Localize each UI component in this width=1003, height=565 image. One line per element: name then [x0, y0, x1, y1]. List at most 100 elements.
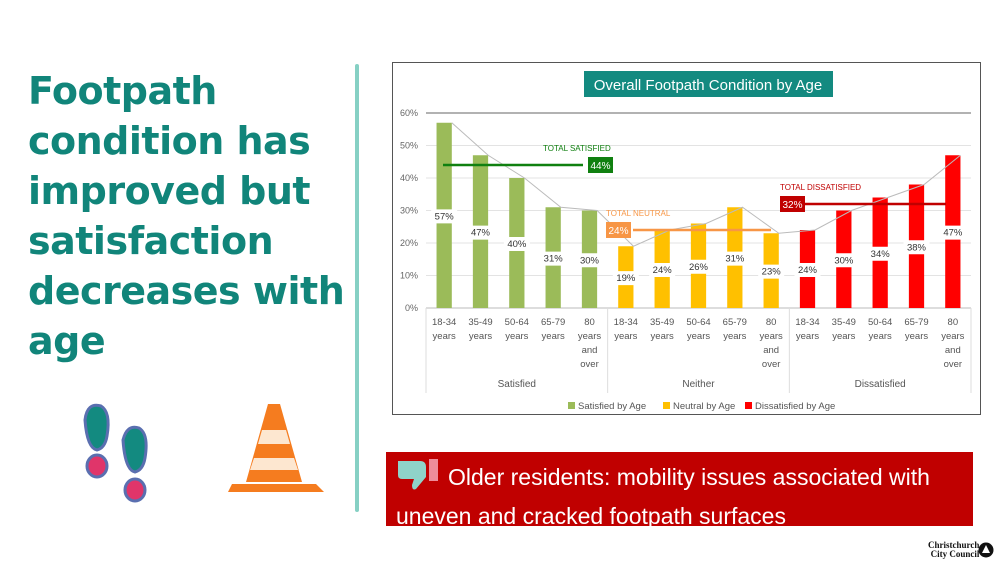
chart-title-bg [584, 71, 833, 97]
x-tick-label: 35-49 [832, 317, 856, 328]
x-tick-label: years [469, 331, 492, 342]
chart-title: Overall Footpath Condition by Age [594, 77, 822, 94]
total-value-bg [780, 196, 805, 212]
data-label-bg [540, 251, 567, 266]
data-label: 34% [871, 249, 891, 260]
group-label: Dissatisfied [855, 379, 906, 390]
group-label: Neither [682, 379, 715, 390]
x-tick-label: years [651, 331, 674, 342]
x-tick-label: 50-64 [505, 317, 529, 328]
data-label-bg [576, 253, 603, 268]
footprints-icon [83, 403, 148, 503]
total-value: 44% [590, 161, 610, 172]
total-value: 32% [782, 200, 802, 211]
data-label-bg [830, 253, 857, 268]
data-label-bg [939, 225, 966, 240]
thumbs-down-icon [396, 457, 440, 500]
legend-swatch [745, 402, 752, 409]
logo-line1: Christchurch [928, 540, 980, 550]
total-label: TOTAL DISSATISFIED [780, 183, 861, 192]
y-tick-label: 50% [400, 141, 418, 151]
y-tick-label: 60% [400, 108, 418, 118]
x-tick-label: years [578, 331, 601, 342]
data-label-bg [721, 251, 748, 266]
total-value: 24% [608, 226, 628, 237]
data-label-bg [467, 225, 494, 240]
x-tick-label: 35-49 [650, 317, 674, 328]
legend-entry: Neutral by Age [673, 401, 735, 412]
headline: Footpath condition has improved but sati… [28, 69, 345, 363]
y-tick-label: 20% [400, 238, 418, 248]
x-tick-label: over [580, 359, 598, 370]
data-label: 24% [798, 265, 818, 276]
x-tick-label: over [944, 359, 962, 370]
data-label-bg [612, 271, 639, 286]
x-tick-label: 65-79 [723, 317, 747, 328]
x-tick-label: over [762, 359, 780, 370]
x-tick-label: 18-34 [795, 317, 819, 328]
total-value-bg [606, 222, 631, 238]
x-tick-label: years [832, 331, 855, 342]
data-label-bg [758, 264, 785, 279]
data-label-bg [431, 209, 458, 224]
total-value-bg [588, 157, 613, 173]
x-tick-label: years [869, 331, 892, 342]
data-label: 40% [507, 239, 527, 250]
divider [355, 64, 359, 512]
x-tick-label: years [905, 331, 928, 342]
banner-text: Older residents: mobility issues associa… [396, 464, 930, 529]
x-tick-label: 80 [948, 317, 959, 328]
legend-swatch [663, 402, 670, 409]
data-label-bg [503, 237, 530, 251]
x-tick-label: years [687, 331, 710, 342]
x-tick-label: and [763, 345, 779, 356]
data-label: 26% [689, 262, 709, 273]
y-tick-label: 10% [400, 271, 418, 281]
data-label: 57% [435, 211, 455, 222]
x-tick-label: 18-34 [614, 317, 638, 328]
y-tick-label: 0% [405, 303, 418, 313]
x-tick-label: years [723, 331, 746, 342]
x-tick-label: 35-49 [468, 317, 492, 328]
data-label: 30% [580, 255, 600, 266]
group-label: Satisfied [498, 379, 536, 390]
x-tick-label: and [582, 345, 598, 356]
council-logo: Christchurch City Council [928, 541, 979, 559]
legend-entry: Satisfied by Age [578, 401, 646, 412]
chart-panel: Overall Footpath Condition by Age 0% 10% 20… [392, 62, 981, 415]
data-label: 19% [616, 273, 636, 284]
data-label: 30% [834, 255, 854, 266]
total-label: TOTAL NEUTRAL [606, 209, 671, 218]
data-label-bg [794, 263, 821, 277]
total-label: TOTAL SATISFIED [543, 144, 611, 153]
x-tick-label: 18-34 [432, 317, 456, 328]
data-label: 31% [544, 254, 564, 265]
x-tick-label: years [542, 331, 565, 342]
y-tick-label: 30% [400, 206, 418, 216]
x-tick-label: years [796, 331, 819, 342]
legend-entry: Dissatisfied by Age [755, 401, 835, 412]
data-label-bg [649, 263, 676, 277]
x-tick-label: years [760, 331, 783, 342]
y-tick-label: 40% [400, 173, 418, 183]
x-tick-label: and [945, 345, 961, 356]
x-tick-label: years [941, 331, 964, 342]
x-tick-label: 50-64 [686, 317, 710, 328]
data-label: 38% [907, 242, 927, 253]
legend-swatch [568, 402, 575, 409]
data-label: 47% [943, 228, 963, 239]
x-tick-label: years [505, 331, 528, 342]
data-label-bg [903, 240, 930, 255]
x-tick-label: 80 [766, 317, 777, 328]
x-tick-label: 65-79 [904, 317, 928, 328]
x-tick-label: 50-64 [868, 317, 892, 328]
logo-line2: City Council [930, 549, 980, 559]
x-tick-label: 65-79 [541, 317, 565, 328]
insight-banner: Older residents: mobility issues associa… [386, 452, 973, 529]
x-tick-label: years [433, 331, 456, 342]
traffic-cone-icon [228, 404, 324, 492]
data-label-bg [685, 259, 712, 274]
footpath-condition-chart: Overall Footpath Condition by Age 0% 10% 20… [400, 71, 972, 412]
x-tick-label: years [614, 331, 637, 342]
data-label: 31% [725, 254, 745, 265]
